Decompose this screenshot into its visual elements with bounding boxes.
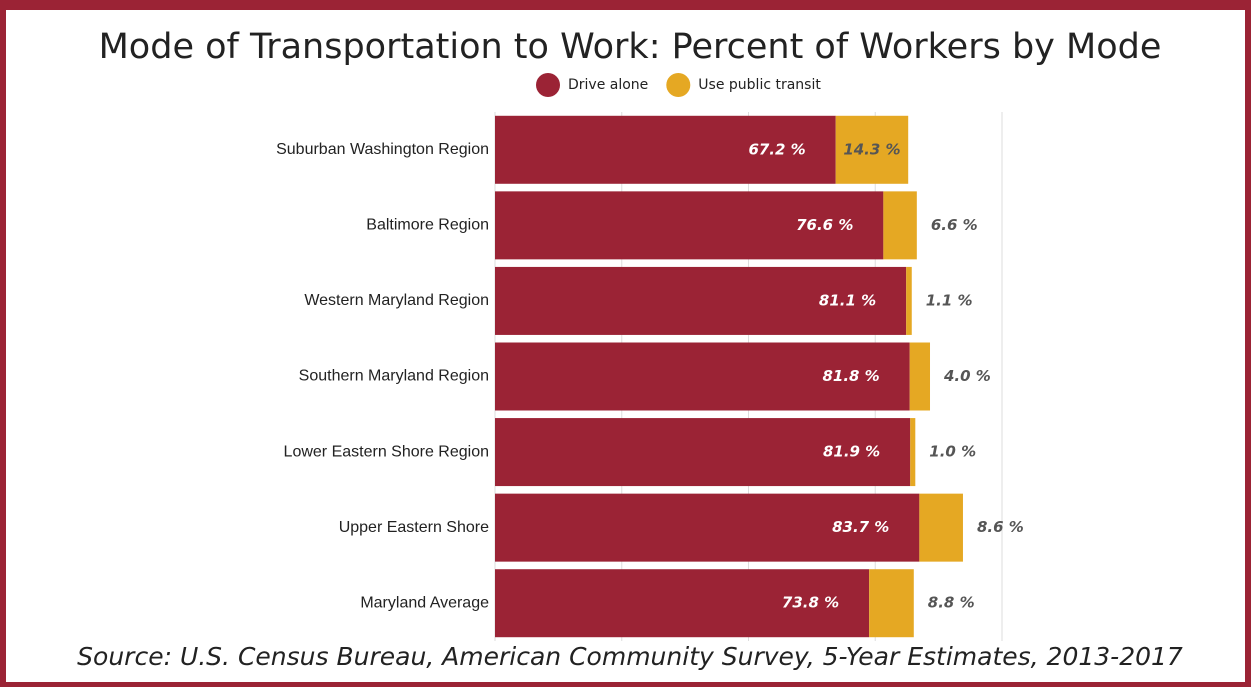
bar xyxy=(909,342,931,411)
value-label: 76.6 % xyxy=(796,216,853,234)
y-tick-label: Suburban Washington Region xyxy=(276,141,489,158)
y-tick-label: Maryland Average xyxy=(360,594,489,611)
value-label: 6.6 % xyxy=(931,216,978,234)
bar xyxy=(495,342,910,411)
legend-swatch xyxy=(666,73,691,97)
bar xyxy=(883,191,917,260)
bar xyxy=(869,569,914,638)
source: Source: U.S. Census Bureau, American Com… xyxy=(77,642,1183,671)
value-label: 81.9 % xyxy=(823,443,880,461)
y-tick-label: Baltimore Region xyxy=(366,217,489,234)
value-label: 1.1 % xyxy=(926,291,973,309)
legend-label: Drive alone xyxy=(568,77,648,93)
bar xyxy=(835,115,909,184)
bar xyxy=(495,115,836,184)
bar xyxy=(495,569,870,638)
value-label: 14.3 % xyxy=(843,140,900,158)
legend-swatch xyxy=(536,73,560,97)
bar xyxy=(495,493,920,562)
bar xyxy=(495,191,884,260)
bar xyxy=(910,418,916,487)
y-tick-label: Upper Eastern Shore xyxy=(339,519,489,536)
value-label: 1.0 % xyxy=(929,443,976,461)
value-label: 4.0 % xyxy=(943,367,991,385)
value-label: 81.1 % xyxy=(819,291,876,309)
y-tick-label: Western Maryland Region xyxy=(304,292,489,309)
value-label: 67.2 % xyxy=(748,140,805,158)
value-label: 81.8 % xyxy=(822,367,879,385)
bar xyxy=(906,266,912,335)
value-label: 83.7 % xyxy=(832,518,889,536)
bar xyxy=(919,493,963,562)
value-label: 8.6 % xyxy=(977,518,1024,536)
value-label: 8.8 % xyxy=(928,594,975,612)
bar xyxy=(495,418,911,487)
y-tick-label: Lower Eastern Shore Region xyxy=(284,443,489,460)
chart-title: Mode of Transportation to Work: Percent … xyxy=(99,27,1162,67)
value-label: 73.8 % xyxy=(782,594,839,612)
legend-label: Use public transit xyxy=(698,77,821,93)
y-tick-label: Southern Maryland Region xyxy=(299,368,489,385)
bar xyxy=(495,266,907,335)
